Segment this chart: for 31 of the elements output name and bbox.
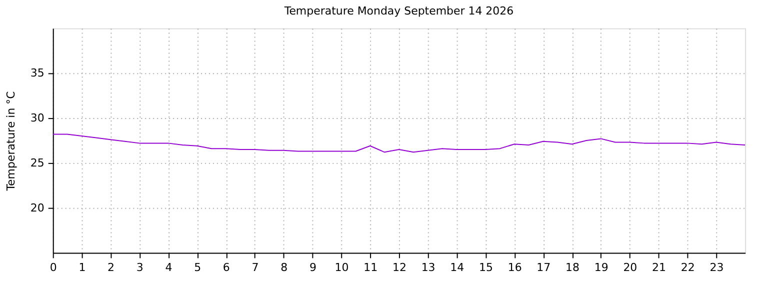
x-tick-label: 10 xyxy=(334,261,349,274)
y-tick-label: 30 xyxy=(30,112,44,125)
x-tick-label: 9 xyxy=(309,261,316,274)
x-tick-label: 12 xyxy=(392,261,406,274)
chart-title: Temperature Monday September 14 2026 xyxy=(283,4,514,18)
y-axis-title: Temperature in °C xyxy=(4,90,18,192)
x-tick-label: 11 xyxy=(364,261,378,274)
x-tick-label: 15 xyxy=(479,261,493,274)
y-tick-label: 20 xyxy=(30,201,44,214)
x-tick-label: 19 xyxy=(594,261,608,274)
x-tick-label: 4 xyxy=(165,261,172,274)
x-tick-label: 5 xyxy=(194,261,202,274)
x-tick-label: 6 xyxy=(222,261,230,274)
x-tick-label: 8 xyxy=(280,261,288,274)
y-tick-label: 25 xyxy=(30,156,44,170)
x-tick-label: 21 xyxy=(652,261,666,274)
x-tick-label: 22 xyxy=(680,261,695,274)
x-tick-label: 23 xyxy=(710,261,724,274)
line-series xyxy=(52,134,746,153)
x-tick-label: 1 xyxy=(78,261,86,274)
y-tick-label: 35 xyxy=(30,66,44,80)
x-tick-label: 14 xyxy=(450,261,464,274)
x-tick-label: 0 xyxy=(50,261,57,274)
x-tick-label: 2 xyxy=(108,261,115,274)
x-tick-label: 3 xyxy=(136,261,144,274)
x-tick-label: 20 xyxy=(623,261,638,274)
x-tick-label: 17 xyxy=(536,261,551,274)
x-tick-label: 18 xyxy=(566,261,580,274)
x-tick-label: 16 xyxy=(508,261,522,274)
x-tick-label: 7 xyxy=(252,261,259,274)
x-tick-label: 13 xyxy=(421,261,436,274)
